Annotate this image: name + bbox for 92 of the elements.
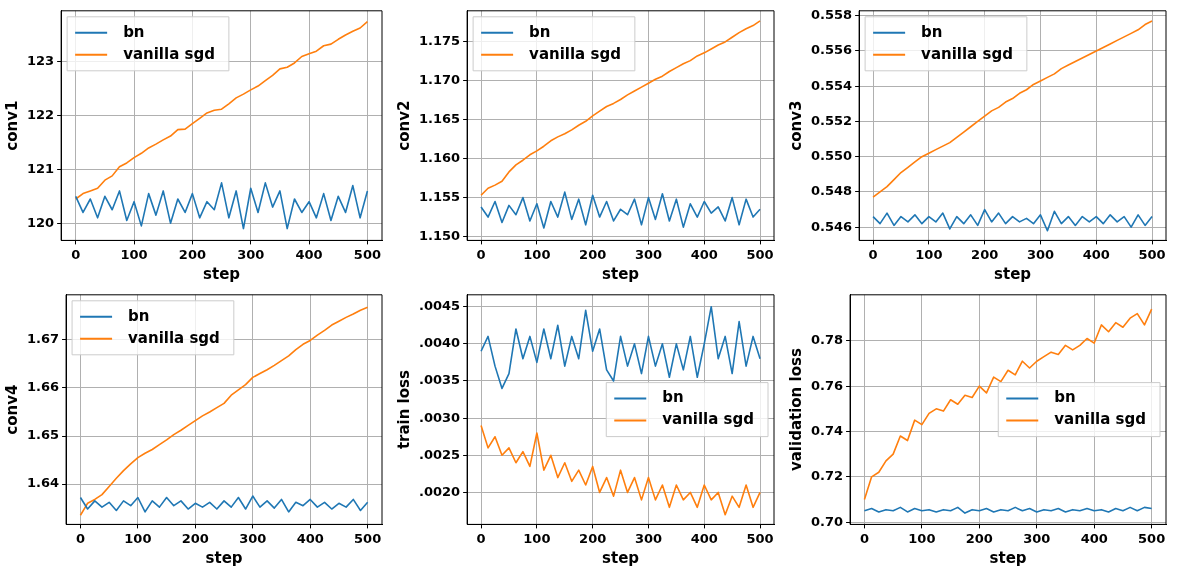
legend-label: vanilla sgd	[123, 44, 215, 63]
x-tick-label: 200	[181, 530, 209, 546]
y-axis-title: conv4	[2, 384, 21, 435]
y-tick-label: 0.550	[811, 148, 853, 164]
x-tick-label: 0	[75, 530, 85, 546]
y-axis-title: conv1	[2, 100, 21, 151]
x-tick-label: 100	[124, 530, 152, 546]
y-axis-title: train loss	[394, 370, 413, 450]
legend-label: vanilla sgd	[1054, 410, 1147, 429]
y-tick-label: .0040	[419, 335, 461, 351]
x-tick-label: 500	[1138, 530, 1166, 546]
y-tick-label: 1.155	[419, 188, 461, 204]
y-tick-label: .0035	[419, 372, 461, 388]
legend-label: vanilla sgd	[662, 410, 755, 429]
y-tick-label: 1.64	[27, 475, 60, 491]
x-tick-label: 0	[859, 530, 869, 546]
legend-label: vanilla sgd	[128, 328, 220, 347]
y-tick-label: 1.65	[27, 427, 60, 443]
x-tick-label: 100	[908, 530, 936, 546]
y-tick-label: .0020	[419, 483, 461, 499]
legend-label: bn	[128, 306, 150, 325]
y-tick-label: 1.175	[419, 33, 461, 49]
x-tick-label: 300	[634, 246, 663, 262]
y-tick-label: 1.67	[27, 331, 60, 347]
y-tick-label: 1.165	[419, 111, 461, 127]
x-tick-label: 200	[971, 246, 999, 262]
y-tick-label: .0025	[419, 446, 461, 462]
legend-label: bn	[662, 388, 684, 407]
y-tick-label: 1.170	[419, 72, 461, 88]
legend-label: bn	[123, 22, 145, 41]
x-tick-label: 500	[353, 246, 381, 262]
x-tick-label: 0	[71, 246, 81, 262]
y-tick-label: 1.160	[419, 150, 461, 166]
y-tick-label: 1.150	[419, 227, 461, 243]
x-tick-label: 500	[1138, 246, 1166, 262]
y-tick-label: 120	[27, 214, 55, 230]
x-tick-label: 500	[746, 530, 774, 546]
y-tick-label: 0.78	[811, 332, 844, 348]
x-tick-label: 200	[965, 530, 993, 546]
x-tick-label: 400	[690, 246, 718, 262]
y-tick-label: 0.552	[811, 112, 853, 128]
x-tick-label: 400	[690, 530, 718, 546]
legend-label: bn	[529, 22, 551, 41]
x-tick-label: 0	[476, 530, 486, 546]
y-tick-label: .0045	[419, 298, 461, 314]
y-tick-label: 0.558	[811, 7, 853, 23]
y-tick-label: 0.76	[811, 377, 844, 393]
y-axis-title: conv2	[394, 100, 413, 151]
x-tick-label: 0	[476, 246, 486, 262]
y-tick-label: 122	[27, 107, 55, 123]
y-tick-label: 0.548	[811, 183, 853, 199]
y-axis-title: conv3	[786, 100, 805, 151]
y-tick-label: 123	[27, 53, 55, 69]
y-tick-label: 0.546	[811, 218, 853, 234]
x-tick-label: 400	[1082, 246, 1110, 262]
x-tick-label: 400	[296, 530, 324, 546]
x-tick-label: 500	[746, 246, 774, 262]
x-tick-label: 100	[915, 246, 943, 262]
x-tick-label: 200	[579, 246, 607, 262]
y-axis-title: validation loss	[786, 348, 805, 472]
x-tick-label: 200	[178, 246, 206, 262]
legend-label: bn	[1054, 388, 1076, 407]
x-tick-label: 300	[634, 530, 663, 546]
y-tick-label: .0030	[419, 409, 461, 425]
x-tick-label: 200	[579, 530, 607, 546]
x-tick-label: 400	[295, 246, 323, 262]
y-tick-label: 0.556	[811, 42, 853, 58]
y-tick-label: 121	[27, 160, 55, 176]
x-tick-label: 400	[1080, 530, 1108, 546]
x-tick-label: 0	[868, 246, 878, 262]
y-tick-label: 0.72	[811, 468, 844, 484]
x-axis-title: step	[205, 548, 243, 567]
y-tick-label: 1.66	[27, 379, 60, 395]
legend-label: vanilla sgd	[529, 44, 621, 63]
x-tick-label: 300	[1026, 246, 1055, 262]
legend-label: vanilla sgd	[921, 44, 1013, 63]
x-tick-label: 100	[523, 246, 551, 262]
y-tick-label: 0.74	[811, 422, 844, 438]
y-tick-label: 0.70	[811, 513, 844, 529]
x-tick-label: 300	[1023, 530, 1051, 546]
x-tick-label: 100	[523, 530, 551, 546]
legend-label: bn	[921, 22, 943, 41]
x-axis-title: step	[989, 548, 1027, 567]
y-tick-label: 0.554	[811, 77, 853, 93]
x-axis-title: step	[602, 548, 640, 567]
x-tick-label: 300	[237, 246, 265, 262]
x-tick-label: 500	[354, 530, 382, 546]
x-tick-label: 300	[239, 530, 267, 546]
x-axis-title: step	[994, 264, 1032, 283]
x-axis-title: step	[602, 264, 640, 283]
x-axis-title: step	[203, 264, 241, 283]
x-tick-label: 100	[120, 246, 148, 262]
